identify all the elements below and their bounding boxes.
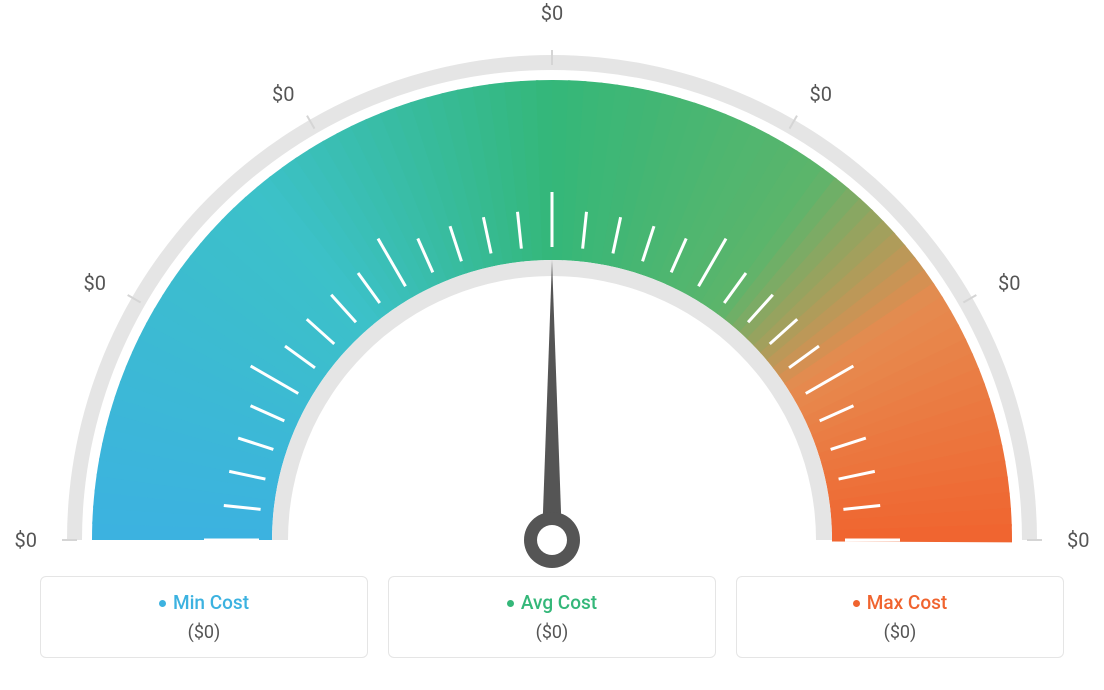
legend-card-max: Max Cost ($0) — [736, 576, 1064, 658]
legend-value-max: ($0) — [737, 622, 1063, 643]
legend-card-min: Min Cost ($0) — [40, 576, 368, 658]
gauge-tick-label: $0 — [541, 1, 563, 25]
gauge-tick-label: $0 — [15, 528, 37, 552]
dot-icon — [159, 600, 166, 607]
legend-title-avg: Avg Cost — [389, 591, 715, 614]
legend-value-avg: ($0) — [389, 622, 715, 643]
gauge-needle — [542, 260, 562, 540]
gauge-svg — [0, 0, 1104, 570]
gauge-chart: $0 $0 $0 $0 $0 $0 $0 — [0, 0, 1104, 570]
legend-card-avg: Avg Cost ($0) — [388, 576, 716, 658]
dot-icon — [853, 600, 860, 607]
legend-row: Min Cost ($0) Avg Cost ($0) Max Cost ($0… — [0, 576, 1104, 658]
legend-title-text: Max Cost — [867, 591, 947, 614]
dot-icon — [507, 600, 514, 607]
gauge-tick-label: $0 — [272, 82, 294, 106]
legend-title-max: Max Cost — [737, 591, 1063, 614]
legend-title-text: Min Cost — [173, 591, 249, 614]
gauge-tick-label: $0 — [998, 271, 1020, 295]
gauge-needle-hub-hole — [537, 525, 567, 555]
gauge-tick-label: $0 — [84, 271, 106, 295]
legend-title-text: Avg Cost — [521, 591, 597, 614]
gauge-tick-label: $0 — [1067, 528, 1089, 552]
gauge-tick-label: $0 — [810, 82, 832, 106]
legend-value-min: ($0) — [41, 622, 367, 643]
legend-title-min: Min Cost — [41, 591, 367, 614]
